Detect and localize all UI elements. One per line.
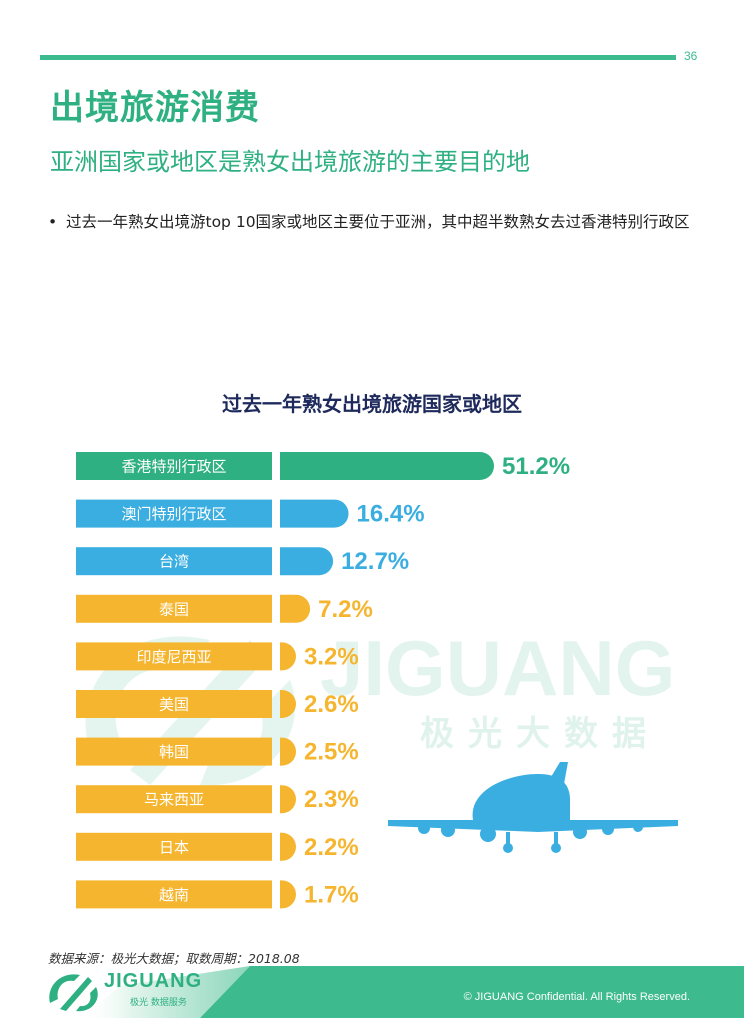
value-label: 51.2% (502, 453, 570, 480)
category-box (76, 642, 272, 671)
jiguang-logo-icon (49, 974, 98, 1012)
bullet-point: • 过去一年熟女出境游top 10国家或地区主要位于亚洲，其中超半数熟女去过香港… (48, 210, 726, 234)
logo-subtext: 极光 数据服务 (130, 998, 187, 1008)
top-rule (40, 55, 676, 60)
category-box (76, 737, 272, 766)
category-label: 台湾 (159, 553, 189, 571)
value-label: 1.7% (304, 881, 359, 908)
value-label: 3.2% (304, 643, 359, 670)
watermark-cn: 极光大数据 (420, 714, 660, 754)
category-label: 韩国 (159, 743, 189, 761)
bar (280, 832, 297, 861)
category-label: 泰国 (159, 600, 189, 618)
category-box (76, 499, 272, 528)
data-source: 数据来源：极光大数据；取数周期：2018.08 (48, 951, 300, 966)
category-box (76, 594, 272, 623)
category-label: 香港特别行政区 (121, 458, 226, 476)
category-box (76, 547, 272, 576)
page-title: 出境旅游消费 (50, 88, 260, 128)
bar (280, 642, 297, 671)
airplane-icon (388, 762, 678, 853)
value-label: 2.6% (304, 691, 359, 718)
category-label: 印度尼西亚 (136, 648, 211, 666)
value-label: 16.4% (357, 501, 425, 528)
category-label: 马来西亚 (144, 791, 204, 809)
footer-band (80, 966, 744, 1018)
category-box (76, 690, 272, 718)
logo-text: JIGUANG (104, 970, 203, 992)
category-label: 日本 (159, 838, 189, 856)
value-label: 2.5% (304, 739, 359, 766)
bar-chart: 香港特别行政区 51.2% 澳门特别行政区 16.4% 台湾 12.7% 泰国 7.2% 印度尼… (76, 452, 570, 909)
chart-title: 过去一年熟女出境旅游国家或地区 (222, 392, 522, 416)
category-box (76, 785, 272, 814)
category-label: 越南 (159, 886, 189, 904)
bar (280, 785, 297, 814)
bar (280, 690, 296, 718)
bar (280, 880, 297, 909)
page-number: 36 (684, 49, 698, 63)
value-label: 2.3% (304, 786, 359, 813)
category-box (76, 880, 272, 909)
category-label: 澳门特别行政区 (121, 505, 226, 523)
category-box (76, 452, 272, 480)
value-label: 7.2% (318, 596, 373, 623)
value-label: 12.7% (341, 548, 409, 575)
bullet-text: 过去一年熟女出境游top 10国家或地区主要位于亚洲，其中超半数熟女去过香港特别… (66, 213, 690, 231)
bar (280, 547, 334, 576)
value-label: 2.2% (304, 834, 359, 861)
copyright: © JIGUANG Confidential. All Rights Reser… (463, 991, 690, 1003)
bullet-marker: • (48, 213, 58, 231)
category-box (76, 832, 272, 861)
page-subtitle: 亚洲国家或地区是熟女出境旅游的主要目的地 (50, 148, 530, 176)
bar (280, 594, 311, 623)
bar (280, 499, 349, 528)
bar (280, 737, 297, 766)
category-label: 美国 (159, 696, 189, 714)
bar (280, 452, 494, 480)
watermark-brand: JIGUANG (320, 624, 675, 712)
